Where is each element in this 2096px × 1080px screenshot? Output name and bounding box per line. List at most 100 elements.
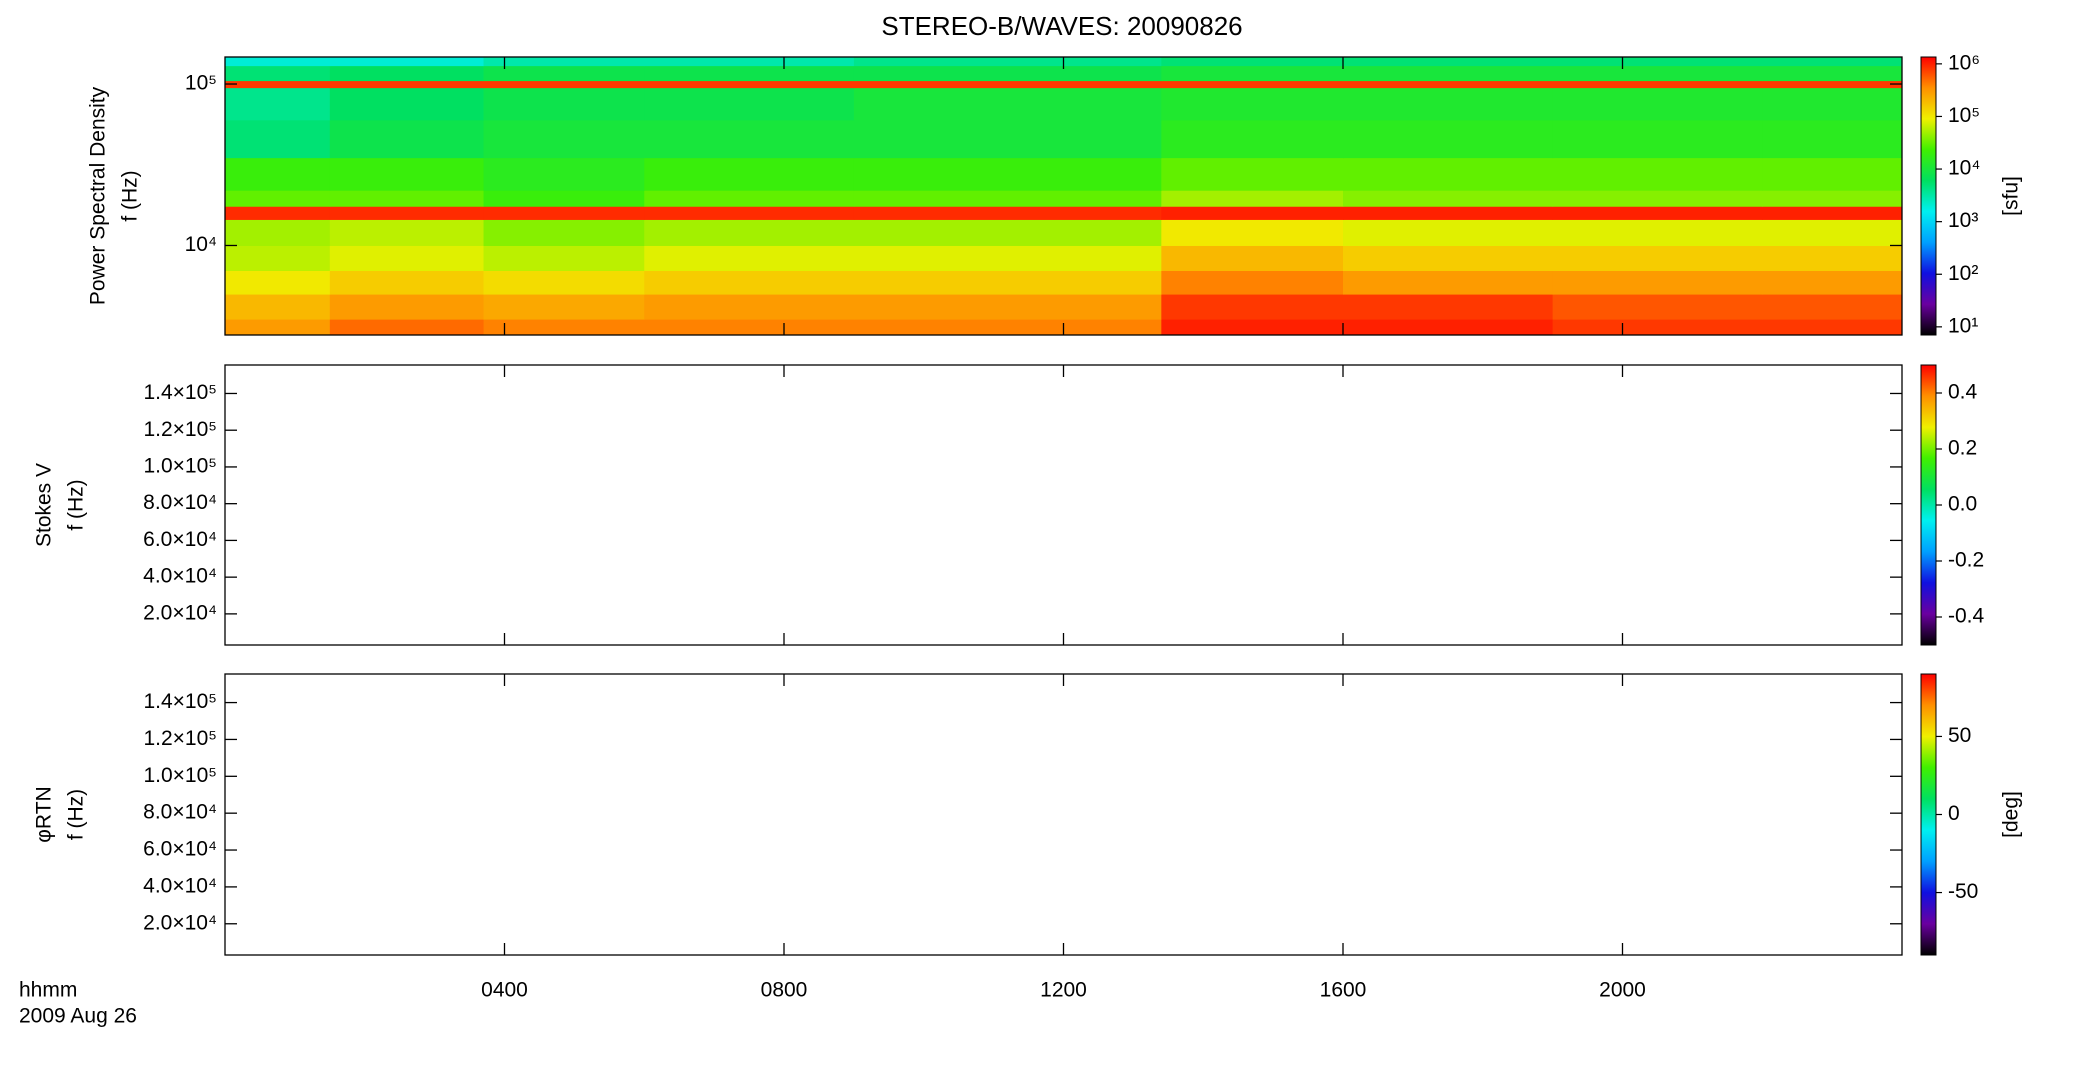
heatmap-cell <box>1552 87 1763 121</box>
heatmap-cell <box>1552 190 1763 207</box>
x-tick-label: 2000 <box>1599 979 1646 1002</box>
colorbar-tick-label: 0.4 <box>1948 381 1978 404</box>
heatmap-cell <box>1161 119 1344 159</box>
heatmap-cell <box>644 294 855 320</box>
heatmap-cell <box>483 87 645 121</box>
heatmap-cell <box>483 190 645 207</box>
heatmap-cell <box>1762 270 1903 295</box>
plot-frame <box>224 364 1903 646</box>
heatmap-cell <box>1343 57 1554 67</box>
y-axis-label: φRTN <box>33 786 56 842</box>
heatmap-cell <box>644 270 855 295</box>
heatmap-cell <box>225 270 331 295</box>
colorbar-tick-label: 10⁶ <box>1948 51 1980 74</box>
chart-title: STEREO-B/WAVES: 20090826 <box>881 11 1242 41</box>
heatmap-cell <box>1161 65 1344 82</box>
y-tick-label: 1.0×10⁵ <box>143 764 217 787</box>
heatmap-cell <box>1762 57 1903 67</box>
heatmap-cell <box>1343 245 1554 271</box>
heatmap-cell <box>329 245 485 271</box>
heatmap-cell <box>1762 65 1903 82</box>
x-axis-label: hhmm <box>19 979 77 1002</box>
heatmap-cell <box>329 57 485 67</box>
heatmap-cell <box>644 87 855 121</box>
heatmap-cell <box>1343 190 1554 207</box>
heatmap-cell <box>1552 319 1763 336</box>
heatmap-cell <box>1343 319 1554 336</box>
y-tick-label: 1.2×10⁵ <box>143 727 217 750</box>
heatmap-cell <box>1552 219 1763 246</box>
x-tick-label: 1200 <box>1040 979 1087 1002</box>
heatmap-cell <box>1343 80 1554 89</box>
colorbar <box>1920 56 1937 336</box>
heatmap-cell <box>1343 270 1554 295</box>
heatmap-cell <box>329 87 485 121</box>
y-tick-label: 6.0×10⁴ <box>143 528 217 551</box>
heatmap-cell <box>225 206 331 220</box>
heatmap-cell <box>225 190 331 207</box>
heatmap-cell <box>1552 57 1763 67</box>
colorbar-label: [sfu] <box>2000 176 2023 216</box>
heatmap-cell <box>1343 87 1554 121</box>
heatmap-cell <box>1552 245 1763 271</box>
colorbar-tick-label: 50 <box>1948 724 1971 747</box>
heatmap-cell <box>483 157 645 191</box>
heatmap-cell <box>329 65 485 82</box>
heatmap-cell <box>1552 80 1763 89</box>
heatmap-cell <box>1343 219 1554 246</box>
colorbar-label: [deg] <box>2000 791 2023 838</box>
heatmap-cell <box>1161 270 1344 295</box>
heatmap-cell <box>483 319 645 336</box>
y-tick-label: 1.4×10⁵ <box>143 690 217 713</box>
heatmap-cell <box>644 65 855 82</box>
heatmap-cell <box>225 80 331 89</box>
x-tick-label: 0800 <box>761 979 808 1002</box>
heatmap-cell <box>1161 294 1344 320</box>
colorbar-tick-label: 10² <box>1948 262 1978 285</box>
heatmap-cell <box>1552 119 1763 159</box>
heatmap-cell <box>1343 157 1554 191</box>
heatmap-cell <box>853 80 1162 89</box>
heatmap-cell <box>225 119 331 159</box>
heatmap-cell <box>1552 157 1763 191</box>
heatmap-cell <box>225 219 331 246</box>
heatmap-cell <box>1552 65 1763 82</box>
heatmap-cell <box>644 119 855 159</box>
heatmap-cell <box>329 119 485 159</box>
y-tick-label: 4.0×10⁴ <box>143 565 217 588</box>
y-axis-label: Power Spectral Density <box>87 86 110 305</box>
heatmap-cell <box>329 219 485 246</box>
heatmap-cell <box>853 87 1162 121</box>
heatmap-cell <box>225 245 331 271</box>
heatmap-cell <box>1552 270 1763 295</box>
heatmap-cell <box>329 319 485 336</box>
colorbar-tick-label: 0.0 <box>1948 493 1977 516</box>
heatmap-cell <box>1161 57 1344 67</box>
heatmap-cell <box>329 157 485 191</box>
heatmap-cell <box>644 57 855 67</box>
heatmap-cell <box>644 319 855 336</box>
heatmap-cell <box>853 57 1162 67</box>
heatmap-cell <box>644 190 855 207</box>
heatmap-cell <box>1343 294 1554 320</box>
heatmap-cell <box>1762 319 1903 336</box>
heatmap-cell <box>1161 219 1344 246</box>
colorbar-tick-label: 0.2 <box>1948 437 1977 460</box>
heatmap-cell <box>853 219 1162 246</box>
y-tick-label: 1.0×10⁵ <box>143 454 217 477</box>
y-tick-label: 6.0×10⁴ <box>143 838 217 861</box>
colorbar-tick-label: -0.2 <box>1948 549 1984 572</box>
y-axis-label: Stokes V <box>33 463 56 547</box>
colorbar-tick-label: -50 <box>1948 880 1978 903</box>
heatmap-cell <box>853 65 1162 82</box>
colorbar-tick-label: 0 <box>1948 802 1960 825</box>
heatmap-cell <box>1552 294 1763 320</box>
heatmap-cell <box>1762 245 1903 271</box>
heatmap-cell <box>853 206 1162 220</box>
colorbar <box>1920 364 1937 646</box>
heatmap-cell <box>853 270 1162 295</box>
heatmap-cell <box>853 190 1162 207</box>
heatmap-cell <box>1161 245 1344 271</box>
heatmap-cell <box>225 57 331 67</box>
